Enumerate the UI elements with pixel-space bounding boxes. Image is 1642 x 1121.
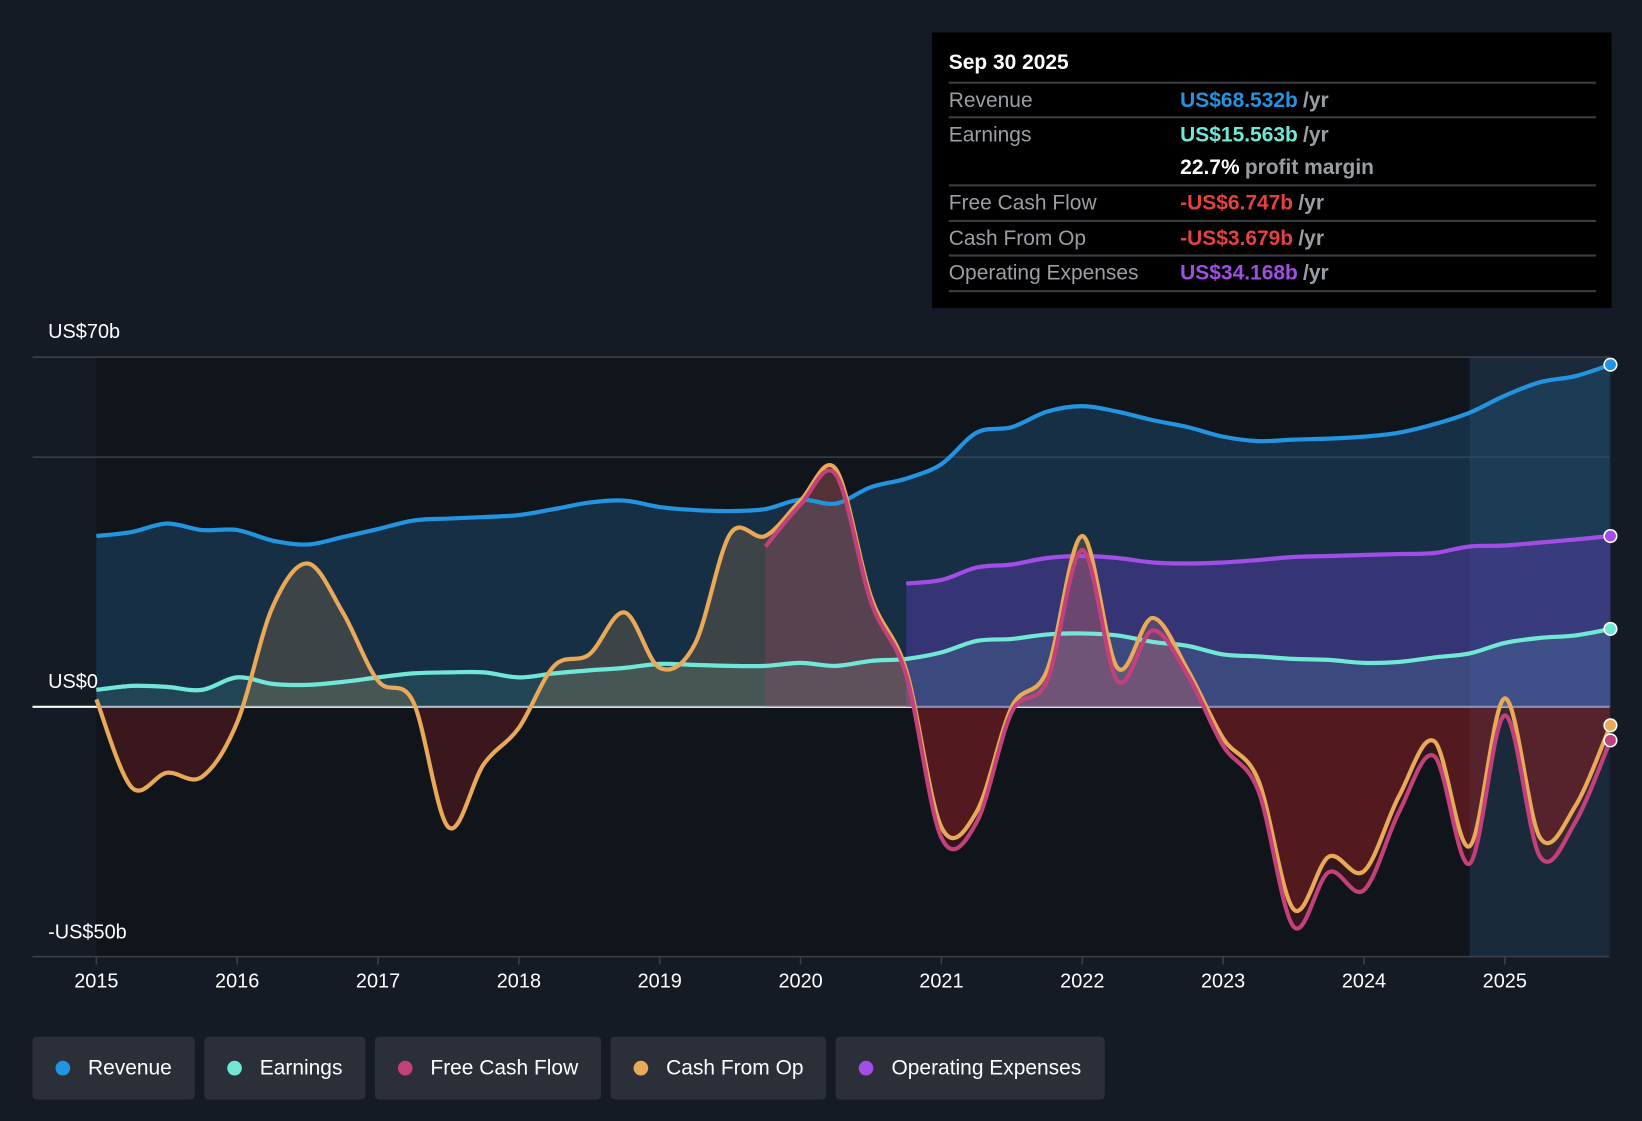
tooltip-value: 22.7% profit margin	[1180, 156, 1374, 180]
tooltip-label: Operating Expenses	[948, 261, 1139, 285]
legend-label: Operating Expenses	[891, 1056, 1082, 1080]
tooltip-divider	[948, 290, 1596, 293]
tooltip-unit: profit margin	[1244, 156, 1374, 180]
x-tick-label: 2018	[496, 970, 542, 993]
legend-dot-icon	[859, 1060, 874, 1076]
legend-item-revenue[interactable]: Revenue	[32, 1036, 195, 1100]
legend-label: Earnings	[259, 1056, 343, 1080]
legend-item-cash-from-op[interactable]: Cash From Op	[610, 1036, 827, 1100]
legend-dot-icon	[55, 1060, 71, 1076]
tooltip-amount: US$68.532b	[1180, 89, 1298, 113]
x-tick-label: 2019	[637, 970, 682, 993]
cash-from-op-end-marker[interactable]	[1603, 718, 1618, 733]
tooltip-value: US$68.532b/yr	[1180, 89, 1328, 113]
cash-from-op-area-positive	[96, 465, 1611, 707]
legend: Revenue Earnings Free Cash Flow Cash From O…	[32, 1036, 1105, 1100]
x-tick-label: 2024	[1341, 970, 1387, 993]
y-tick-label-bottom: -US$50b	[48, 921, 127, 944]
y-tick-label-zero: US$0	[48, 671, 98, 694]
tooltip-amount: -US$3.679b	[1180, 227, 1294, 251]
free-cash-flow-area-positive	[765, 470, 1611, 707]
legend-dot-icon	[227, 1060, 242, 1076]
legend-item-operating-expenses[interactable]: Operating Expenses	[835, 1036, 1105, 1100]
y-tick-label-top: US$70b	[48, 321, 121, 344]
tooltip-label: Cash From Op	[948, 227, 1087, 251]
free-cash-flow-area-negative	[765, 706, 1611, 929]
legend-dot-icon	[397, 1060, 413, 1076]
tooltip-row: Free Cash Flow -US$6.747b/yr	[948, 184, 1596, 220]
x-tick-label: 2017	[355, 970, 401, 993]
x-tick-label: 2021	[919, 970, 964, 993]
x-tick-label: 2025	[1482, 970, 1527, 993]
tooltip-amount: -US$6.747b	[1180, 191, 1294, 215]
legend-label: Free Cash Flow	[430, 1056, 579, 1080]
tooltip-date: Sep 30 2025	[948, 51, 1069, 75]
earnings-end-marker[interactable]	[1603, 621, 1618, 636]
tooltip-unit: /yr	[1298, 191, 1324, 215]
tooltip-row: Revenue US$68.532b/yr	[948, 81, 1596, 118]
legend-dot-icon	[633, 1060, 649, 1076]
tooltip-amount: US$34.168b	[1180, 261, 1298, 285]
tooltip-amount: 22.7%	[1180, 156, 1240, 180]
earnings-area	[96, 628, 1611, 707]
tooltip-unit: /yr	[1303, 261, 1329, 285]
tooltip-label: Revenue	[948, 89, 1033, 113]
tooltip-row: Operating Expenses US$34.168b/yr	[948, 254, 1596, 290]
tooltip-value: US$15.563b/yr	[1180, 124, 1328, 148]
operating-expenses-line	[906, 533, 1611, 586]
tooltip-unit: /yr	[1303, 89, 1329, 113]
tooltip-amount: US$15.563b	[1180, 123, 1298, 147]
free-cash-flow-end-marker[interactable]	[1603, 733, 1618, 748]
earnings-line	[96, 626, 1611, 693]
tooltip: Sep 30 2025 Revenue US$68.532b/yr Earnings…	[931, 32, 1612, 308]
revenue-line	[96, 362, 1612, 547]
operating-expenses-end-marker[interactable]	[1603, 528, 1618, 544]
x-tick-label: 2020	[778, 970, 823, 993]
x-tick-label: 2023	[1200, 970, 1246, 993]
x-tick-label: 2022	[1060, 970, 1105, 993]
legend-label: Revenue	[87, 1056, 172, 1080]
legend-item-earnings[interactable]: Earnings	[204, 1036, 366, 1100]
tooltip-value: US$34.168b/yr	[1180, 262, 1328, 286]
tooltip-value: -US$6.747b/yr	[1180, 192, 1324, 216]
tooltip-label: Free Cash Flow	[948, 191, 1097, 215]
tooltip-value: -US$3.679b/yr	[1180, 227, 1324, 251]
tooltip-row: Earnings US$15.563b/yr	[948, 116, 1596, 152]
tooltip-unit: /yr	[1303, 123, 1329, 147]
tooltip-row: 22.7% profit margin	[949, 151, 1596, 185]
legend-label: Cash From Op	[666, 1056, 804, 1080]
x-tick-label: 2016	[215, 970, 260, 993]
legend-item-free-cash-flow[interactable]: Free Cash Flow	[374, 1036, 602, 1100]
tooltip-row: Cash From Op -US$3.679b/yr	[948, 219, 1596, 256]
revenue-end-marker[interactable]	[1603, 357, 1618, 372]
tooltip-label: Earnings	[948, 123, 1032, 147]
x-tick-label: 2015	[74, 970, 119, 993]
operating-expenses-area	[906, 536, 1611, 707]
free-cash-flow-line	[763, 468, 1613, 931]
cash-from-op-area-negative	[96, 706, 1611, 911]
tooltip-unit: /yr	[1298, 227, 1324, 251]
